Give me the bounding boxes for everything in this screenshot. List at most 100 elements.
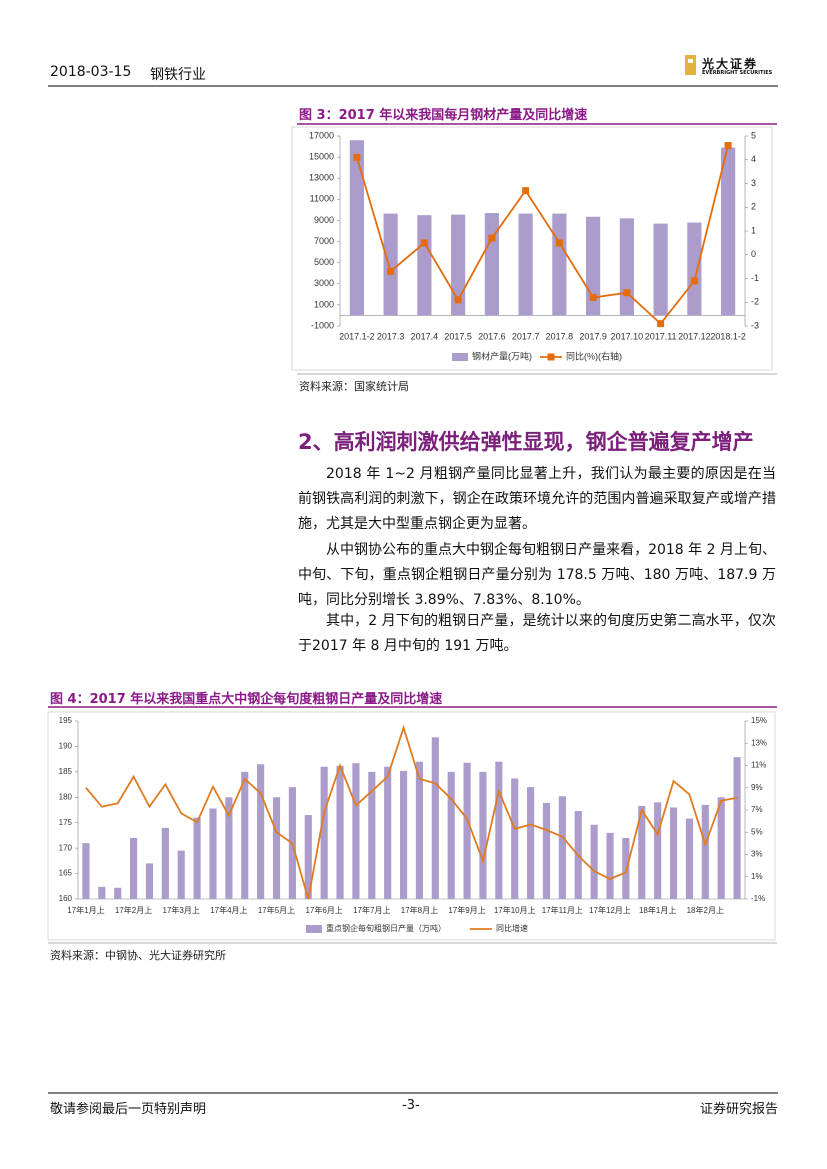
bar <box>654 802 662 899</box>
x-tick-label: 2017.12 <box>678 331 711 341</box>
y-tick-label: 3000 <box>314 278 334 288</box>
bar <box>161 827 169 899</box>
bar <box>733 757 741 899</box>
section-heading: 2、高利润刺激供给弹性显现，钢企普遍复产增产 <box>298 430 754 454</box>
bar <box>717 797 725 899</box>
bar <box>447 771 455 899</box>
bar <box>685 818 693 899</box>
y2-tick-label: 5 <box>751 130 756 140</box>
bar <box>619 218 634 316</box>
bar <box>590 824 598 899</box>
bar <box>701 804 709 899</box>
paragraph: 2018 年 1~2 月粗钢产量同比显著上升，我们认为最主要的原因是在当前钢铁高… <box>298 466 776 532</box>
y2-tick-label: 15% <box>751 716 767 725</box>
line-series <box>356 145 729 325</box>
bar <box>721 147 736 316</box>
logo-icon-cut <box>688 59 693 63</box>
x-tick-label: 18年2月上 <box>687 905 724 915</box>
x-tick-label: 17年6月上 <box>305 905 342 915</box>
figure-source: 资料来源：中钢协、光大证券研究所 <box>50 949 226 962</box>
header-date: 2018-03-15 <box>50 64 132 80</box>
y-tick-label: 175 <box>59 818 73 827</box>
bar <box>193 817 201 899</box>
y2-tick-label: 13% <box>751 738 767 747</box>
y2-tick-label: 2 <box>751 202 756 212</box>
bar <box>511 778 519 899</box>
bar <box>518 213 533 316</box>
legend-label: 钢材产量(万吨) <box>472 350 532 361</box>
line-marker <box>657 320 665 328</box>
bar <box>241 771 249 899</box>
x-tick-label: 2017.1-2 <box>339 331 375 341</box>
bar <box>417 215 432 316</box>
y-tick-label: 5000 <box>314 257 334 267</box>
x-tick-label: 17年9月上 <box>448 905 485 915</box>
bar <box>479 771 487 899</box>
bar <box>349 140 364 316</box>
bar <box>687 222 702 316</box>
bar <box>177 850 185 899</box>
bar <box>542 802 551 899</box>
bar <box>606 832 614 899</box>
y-tick-label: 11000 <box>310 194 334 204</box>
bar <box>638 805 646 899</box>
bar <box>558 796 566 899</box>
x-tick-label: 17年10月上 <box>494 905 536 915</box>
bar <box>352 763 360 899</box>
legend-swatch <box>452 353 468 361</box>
bar <box>399 770 408 899</box>
legend-swatch <box>306 925 322 933</box>
x-tick-label: 17年4月上 <box>210 905 247 915</box>
y2-tick-label: 0 <box>751 249 756 259</box>
footer-page: -3- <box>402 1098 420 1113</box>
bar <box>98 886 106 899</box>
y-tick-label: -1000 <box>311 320 334 330</box>
x-tick-label: 17年1月上 <box>67 905 104 915</box>
x-tick-label: 2017.5 <box>444 331 472 341</box>
y-tick-label: 180 <box>59 792 73 801</box>
y-tick-label: 185 <box>59 767 73 776</box>
logo-icon <box>685 55 696 75</box>
x-tick-label: 2017.4 <box>411 331 439 341</box>
y-tick-label: 190 <box>59 742 73 751</box>
y-tick-label: 7000 <box>314 236 334 246</box>
bar <box>431 737 439 899</box>
bar <box>383 213 398 316</box>
bar <box>320 766 328 899</box>
y2-tick-label: 11% <box>751 761 766 770</box>
line-marker <box>454 296 462 304</box>
y2-tick-label: 3 <box>751 178 756 188</box>
x-tick-label: 2017.3 <box>377 331 405 341</box>
bar <box>82 843 90 899</box>
x-tick-label: 17年11月上 <box>542 905 583 915</box>
line-marker <box>690 277 698 285</box>
y2-tick-label: 9% <box>751 783 763 792</box>
line-marker <box>724 142 732 149</box>
bar <box>368 771 376 899</box>
x-tick-label: 2017.8 <box>546 331 574 341</box>
line-marker <box>555 239 563 247</box>
bar <box>463 762 471 899</box>
y-tick-label: 13000 <box>309 173 334 183</box>
y2-tick-label: 1% <box>751 872 763 881</box>
x-tick-label: 2017.9 <box>579 331 607 341</box>
line-marker <box>488 234 496 242</box>
y-tick-label: 160 <box>59 894 73 903</box>
line-marker <box>353 153 361 161</box>
footer-left: 敬请参阅最后一页特别声明 <box>50 1102 207 1117</box>
line-marker <box>522 187 530 195</box>
x-tick-label: 18年1月上 <box>639 905 676 915</box>
y-tick-label: 9000 <box>314 215 334 225</box>
x-tick-label: 17年7月上 <box>353 905 390 915</box>
y2-tick-label: 5% <box>751 827 763 836</box>
paragraph: 从中钢协公布的重点大中钢企每旬粗钢日产量来看，2018 年 2 月上旬、中旬、下… <box>298 542 776 608</box>
x-tick-label: 2017.11 <box>645 331 677 341</box>
bar <box>336 765 344 899</box>
chart-frame <box>291 126 773 371</box>
line-marker <box>623 289 631 297</box>
x-tick-label: 2017.6 <box>478 331 506 341</box>
bar <box>257 764 265 899</box>
footer-right: 证券研究报告 <box>700 1102 779 1117</box>
